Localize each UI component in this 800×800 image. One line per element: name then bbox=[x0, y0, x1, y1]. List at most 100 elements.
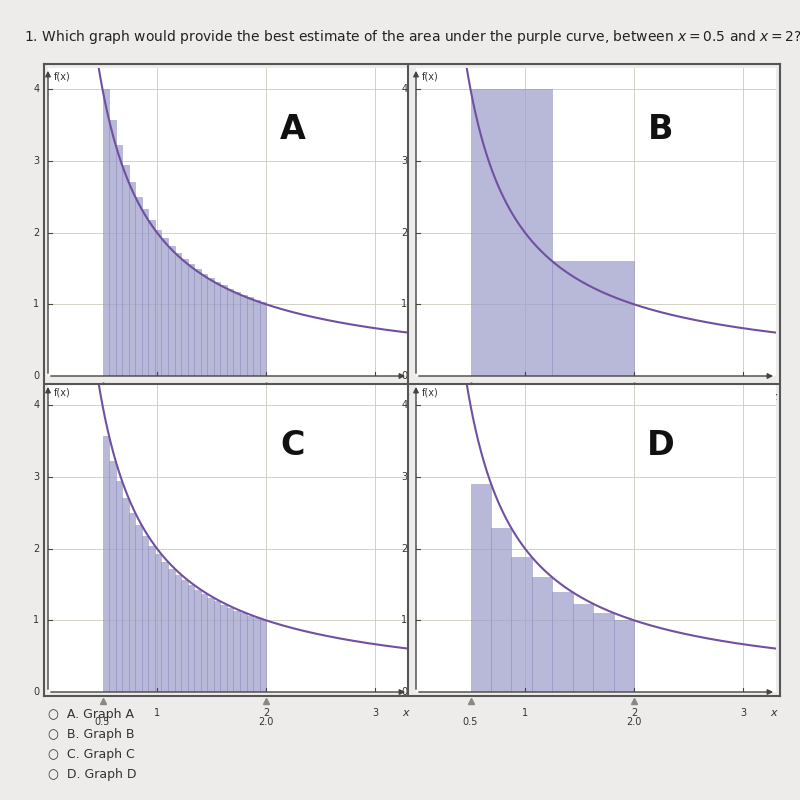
Bar bbox=[155, 230, 162, 376]
Bar bbox=[116, 482, 122, 692]
Bar bbox=[181, 258, 188, 376]
Bar bbox=[227, 608, 234, 692]
Bar bbox=[135, 197, 142, 376]
Text: f(x): f(x) bbox=[54, 387, 70, 398]
Bar bbox=[181, 580, 188, 692]
Text: 3: 3 bbox=[33, 156, 39, 166]
Text: f(x): f(x) bbox=[422, 71, 438, 82]
Text: 3: 3 bbox=[33, 472, 39, 482]
Bar bbox=[260, 620, 266, 692]
Bar bbox=[470, 484, 491, 692]
Text: 1: 1 bbox=[33, 615, 39, 626]
Bar bbox=[168, 569, 174, 692]
Text: 2: 2 bbox=[33, 544, 39, 554]
Bar bbox=[220, 605, 227, 692]
Bar bbox=[614, 620, 634, 692]
Text: 0.5: 0.5 bbox=[95, 717, 110, 727]
Text: 3: 3 bbox=[372, 708, 378, 718]
Bar bbox=[188, 585, 194, 692]
Bar bbox=[109, 461, 116, 692]
Bar bbox=[207, 278, 214, 376]
Text: 1: 1 bbox=[33, 299, 39, 310]
Text: 4: 4 bbox=[401, 401, 407, 410]
Bar bbox=[122, 498, 129, 692]
Bar bbox=[155, 554, 162, 692]
Bar bbox=[511, 557, 532, 692]
Text: 4: 4 bbox=[33, 85, 39, 94]
Text: 2: 2 bbox=[401, 544, 407, 554]
Bar bbox=[552, 592, 573, 692]
Text: 0: 0 bbox=[401, 687, 407, 697]
Bar bbox=[491, 528, 511, 692]
Bar bbox=[470, 90, 552, 376]
Text: 2.0: 2.0 bbox=[258, 717, 274, 727]
Bar bbox=[174, 574, 181, 692]
Bar bbox=[253, 300, 260, 376]
Bar bbox=[102, 90, 109, 376]
Text: ○  A. Graph A: ○ A. Graph A bbox=[48, 708, 134, 721]
Bar bbox=[246, 616, 253, 692]
Text: x: x bbox=[402, 392, 409, 402]
Bar bbox=[194, 269, 201, 376]
Bar bbox=[201, 594, 207, 692]
Text: 2: 2 bbox=[33, 228, 39, 238]
Bar bbox=[148, 220, 155, 376]
Bar bbox=[116, 145, 122, 376]
Text: A: A bbox=[280, 113, 306, 146]
Bar bbox=[102, 436, 109, 692]
Text: x: x bbox=[402, 708, 409, 718]
Text: 2: 2 bbox=[263, 708, 270, 718]
Text: 1: 1 bbox=[154, 708, 160, 718]
Bar bbox=[253, 618, 260, 692]
Text: 0.5: 0.5 bbox=[463, 717, 478, 727]
Bar bbox=[129, 182, 135, 376]
Bar bbox=[214, 282, 220, 376]
Bar bbox=[174, 253, 181, 376]
Text: 0: 0 bbox=[401, 371, 407, 381]
Text: C: C bbox=[281, 429, 305, 462]
Bar bbox=[246, 298, 253, 376]
Text: 2.0: 2.0 bbox=[626, 717, 642, 727]
Text: f(x): f(x) bbox=[54, 71, 70, 82]
Bar bbox=[234, 292, 240, 376]
Text: 0.5: 0.5 bbox=[95, 401, 110, 411]
Bar bbox=[162, 562, 168, 692]
Text: 2: 2 bbox=[631, 708, 638, 718]
Bar bbox=[240, 294, 246, 376]
Bar bbox=[552, 262, 634, 376]
Text: 4: 4 bbox=[33, 401, 39, 410]
Text: 3: 3 bbox=[372, 392, 378, 402]
Bar bbox=[168, 246, 174, 376]
Text: 0.5: 0.5 bbox=[463, 401, 478, 411]
Bar bbox=[194, 590, 201, 692]
Text: ○  B. Graph B: ○ B. Graph B bbox=[48, 728, 134, 741]
Bar bbox=[260, 302, 266, 376]
Text: f(x): f(x) bbox=[422, 387, 438, 398]
Text: ○  D. Graph D: ○ D. Graph D bbox=[48, 768, 137, 781]
Text: 2: 2 bbox=[631, 392, 638, 402]
Text: 1: 1 bbox=[154, 392, 160, 402]
Text: 0: 0 bbox=[33, 371, 39, 381]
Text: x: x bbox=[770, 392, 777, 402]
Text: x: x bbox=[770, 708, 777, 718]
Bar bbox=[201, 274, 207, 376]
Bar bbox=[188, 264, 194, 376]
Bar bbox=[142, 536, 148, 692]
Text: 2: 2 bbox=[263, 392, 270, 402]
Text: 2.0: 2.0 bbox=[626, 401, 642, 411]
Text: 3: 3 bbox=[401, 472, 407, 482]
Bar bbox=[148, 546, 155, 692]
Bar bbox=[594, 613, 614, 692]
Bar bbox=[135, 526, 142, 692]
Text: 3: 3 bbox=[740, 708, 746, 718]
Text: 1: 1 bbox=[522, 708, 528, 718]
Text: D: D bbox=[647, 429, 674, 462]
Bar bbox=[207, 598, 214, 692]
Text: 1: 1 bbox=[522, 392, 528, 402]
Text: B: B bbox=[648, 113, 674, 146]
Bar bbox=[220, 286, 227, 376]
Text: ○  C. Graph C: ○ C. Graph C bbox=[48, 748, 134, 761]
Bar bbox=[122, 166, 129, 376]
Text: 2.0: 2.0 bbox=[258, 401, 274, 411]
Bar bbox=[214, 602, 220, 692]
